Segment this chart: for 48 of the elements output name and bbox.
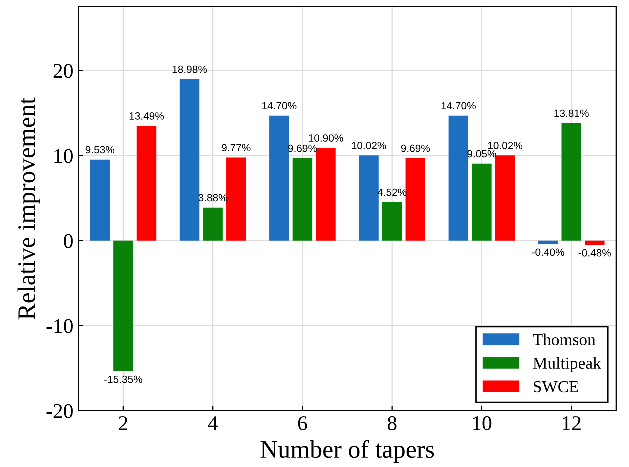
legend-label: SWCE <box>534 381 578 393</box>
bar <box>472 164 492 241</box>
x-tick-label: 4 <box>208 416 218 430</box>
y-tick-label: -20 <box>46 404 73 418</box>
bar <box>382 202 402 241</box>
x-tick-label: 8 <box>388 416 397 430</box>
bar <box>203 208 223 241</box>
y-tick-label: 20 <box>54 64 73 78</box>
bar <box>226 158 246 241</box>
bar <box>114 240 134 372</box>
legend-label: Thomson <box>533 334 596 346</box>
data-label: 14.70% <box>442 102 476 110</box>
data-label: 13.49% <box>130 112 164 120</box>
data-label: -0.48% <box>578 249 612 257</box>
y-tick-label: 10 <box>54 149 73 164</box>
bar <box>538 240 558 244</box>
data-label: 10.90% <box>309 134 344 142</box>
data-label: -0.40% <box>532 248 564 256</box>
bar <box>448 116 469 241</box>
x-tick-label: 10 <box>473 416 492 430</box>
bar <box>495 156 516 241</box>
bar <box>585 240 605 245</box>
data-label: 9.77% <box>222 144 251 152</box>
x-tick-label: 12 <box>563 416 581 430</box>
x-axis-title: Number of tapers <box>260 440 434 464</box>
bar <box>562 123 582 241</box>
bar <box>136 126 157 241</box>
data-label: 13.81% <box>554 110 589 118</box>
bar <box>292 158 313 241</box>
y-tick-label: -10 <box>46 319 73 334</box>
data-label: 10.02% <box>352 142 386 150</box>
bar <box>270 116 290 241</box>
bar <box>359 156 379 241</box>
data-label: 14.70% <box>262 102 297 110</box>
y-axis-title: Relative improvement <box>18 98 40 320</box>
data-label: 18.98% <box>172 66 208 74</box>
legend-label: Multipeak <box>533 357 602 372</box>
data-label: 10.02% <box>488 142 523 150</box>
data-label: 9.69% <box>401 144 430 152</box>
x-tick-label: 2 <box>119 416 128 430</box>
data-label: 9.53% <box>86 146 115 154</box>
y-tick-label: 0 <box>64 234 73 248</box>
bar <box>90 160 110 241</box>
data-label: -15.35% <box>104 376 142 384</box>
bar <box>406 158 426 241</box>
bar <box>180 79 200 241</box>
bar <box>316 148 336 241</box>
x-tick-label: 6 <box>298 416 308 430</box>
